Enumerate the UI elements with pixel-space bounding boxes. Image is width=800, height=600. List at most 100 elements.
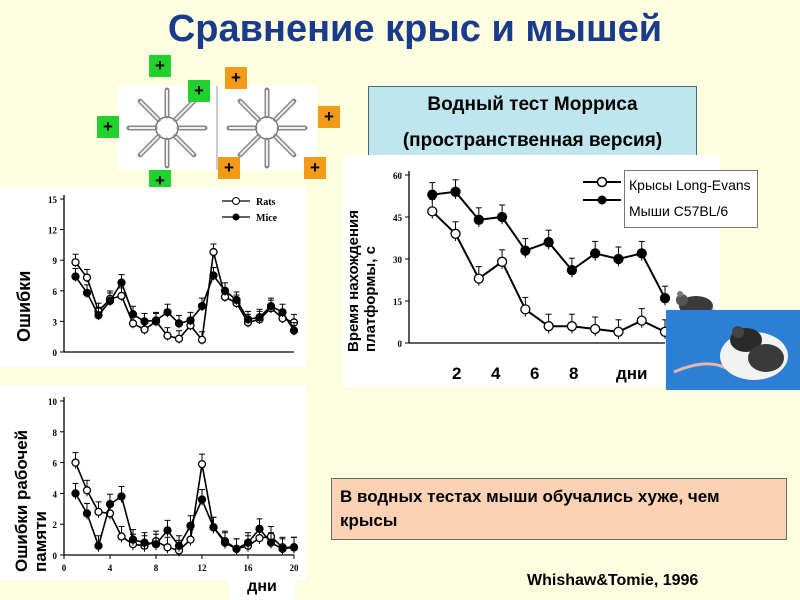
x-tick-label: 0: [62, 563, 67, 573]
maze-plus-mark: +: [225, 67, 247, 89]
legend-marker-mice: [232, 213, 240, 221]
morris-subtitle: (пространственная версия): [402, 130, 663, 151]
data-point-rats: [197, 335, 207, 344]
morris-xlabel: дни: [616, 364, 648, 383]
wm-errors-xlabel: дни: [229, 574, 295, 600]
data-point-rats: [140, 325, 149, 334]
morris-xtick: 6: [530, 364, 540, 383]
y-tick-label: 10: [48, 397, 58, 407]
data-point-rats: [163, 543, 172, 552]
data-point-rats: [163, 331, 172, 340]
data-point-rats: [71, 458, 80, 467]
y-tick-label: 6: [53, 287, 58, 297]
data-point-rats: [566, 321, 578, 332]
errors-chart: 0 3 6 9 12 15 Rats Mice: [48, 195, 299, 358]
data-point-rats: [197, 459, 207, 469]
data-point-mice: [289, 326, 299, 335]
legend-marker-rats: [232, 197, 240, 205]
data-point-mice: [659, 293, 671, 304]
data-point-mice: [151, 316, 161, 325]
data-point-mice: [232, 544, 241, 553]
data-point-rats: [117, 291, 126, 301]
y-tick-label: 2: [53, 520, 58, 530]
data-point-mice: [450, 186, 461, 197]
data-point-mice: [128, 310, 138, 319]
data-point-rats: [255, 533, 264, 543]
page-title: Сравнение крыс и мышей: [167, 8, 663, 50]
data-point-rats: [82, 273, 92, 282]
data-point-rats: [613, 326, 624, 337]
morris-test-box: Водный тест Морриса (пространственная ве…: [368, 86, 697, 162]
data-point-rats: [520, 304, 531, 315]
maze-plus-mark: +: [318, 106, 340, 128]
x-tick-label: 12: [198, 563, 208, 573]
data-point-mice: [197, 495, 207, 504]
data-point-mice: [186, 316, 195, 325]
radial-maze-left: [126, 87, 208, 169]
data-point-rats: [209, 247, 218, 257]
y-tick-label: 0: [398, 339, 403, 349]
morris-xtick: 8: [569, 364, 579, 383]
data-point-rats: [117, 532, 126, 541]
wm-errors-ylabel-line2: памяти: [31, 511, 50, 572]
data-point-mice: [117, 278, 126, 287]
maze-plus-mark: +: [149, 55, 171, 77]
data-point-rats: [71, 258, 80, 267]
radial-maze-diagram: [126, 86, 308, 170]
y-tick-label: 12: [48, 226, 58, 236]
morris-chart-panel: 0 15 30 45 60: [343, 155, 720, 387]
data-point-rats: [496, 256, 508, 267]
y-tick-label: 60: [393, 171, 403, 181]
data-point-rats: [82, 486, 92, 495]
y-tick-label: 15: [48, 195, 58, 205]
data-point-mice: [209, 523, 218, 532]
data-point-mice: [197, 301, 207, 311]
y-tick-label: 3: [53, 317, 58, 327]
radial-maze-right: [226, 87, 308, 169]
morris-title: Водный тест Морриса: [427, 94, 638, 115]
y-tick-label: 6: [53, 459, 58, 469]
wm-errors-ylabel-line1: Ошибки рабочей: [12, 429, 31, 572]
data-point-mice: [174, 541, 184, 550]
data-point-mice: [266, 301, 276, 311]
citation: Whishaw&Tomie, 1996: [527, 572, 699, 589]
data-point-mice: [590, 248, 601, 259]
data-point-mice: [186, 521, 195, 530]
legend-mice: Мыши C57BL/6: [629, 203, 729, 219]
data-point-mice: [255, 313, 264, 322]
y-tick-label: 9: [53, 256, 58, 266]
maze-plus-mark: +: [97, 116, 119, 138]
data-point-mice: [94, 311, 103, 320]
data-point-mice: [636, 248, 647, 259]
morris-chart: 0 15 30 45 60: [393, 171, 671, 349]
y-tick-label: 4: [53, 489, 58, 499]
data-point-mice: [128, 535, 138, 544]
y-tick-label: 45: [393, 213, 403, 223]
y-tick-label: 30: [393, 255, 403, 265]
data-point-mice: [163, 526, 172, 535]
data-point-mice: [427, 189, 438, 200]
data-point-mice: [266, 538, 276, 547]
legend-small-rats: Rats: [256, 197, 276, 208]
wm-errors-chart: 0 2 4 6 8 10 0 4 8 12 16 20: [48, 397, 300, 573]
data-point-mice: [94, 541, 103, 550]
data-point-mice: [117, 492, 126, 501]
x-tick-label: 16: [244, 563, 254, 573]
maze-plus-mark: +: [188, 80, 210, 102]
rat-photo: [666, 310, 800, 390]
data-point-mice: [105, 500, 115, 509]
maze-plus-mark: +: [304, 157, 326, 179]
maze-plus-mark: +: [149, 170, 171, 192]
legend-small-mice: Mice: [256, 213, 278, 224]
x-tick-label: 20: [290, 563, 300, 573]
data-point-rats: [186, 535, 195, 544]
data-point-mice: [71, 489, 80, 498]
data-point-mice: [151, 540, 161, 549]
data-point-rats: [543, 321, 554, 332]
x-tick-label: 4: [108, 563, 113, 573]
morris-xtick: 2: [452, 364, 462, 383]
data-point-rats: [450, 228, 461, 239]
data-point-mice: [243, 538, 253, 547]
wm-errors-chart-panel: 0 2 4 6 8 10 0 4 8 12 16 20: [0, 385, 306, 580]
data-point-mice: [140, 538, 149, 547]
